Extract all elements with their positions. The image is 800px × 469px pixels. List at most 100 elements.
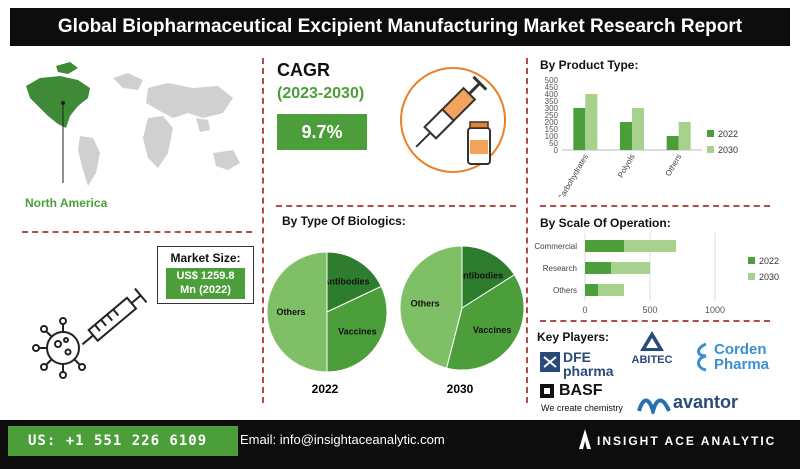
syringe-vial-icon bbox=[400, 67, 506, 173]
legend-label: 2022 bbox=[759, 256, 779, 266]
pie-2030: Antibodies Vaccines Others bbox=[399, 245, 525, 371]
basf-tagline: We create chemistry bbox=[541, 403, 623, 413]
pie-slice-antibodies bbox=[326, 251, 382, 313]
syringe-virus-icon bbox=[32, 287, 148, 379]
scale-chart: 0 500 1000 Commercial Research Others 2022 2030 bbox=[534, 233, 779, 315]
logo-basf: BASF We create chemistry bbox=[539, 383, 639, 417]
pie-slice-antibodies bbox=[461, 245, 516, 309]
legend-swatch bbox=[748, 273, 755, 280]
separator bbox=[262, 58, 264, 403]
logo-dfe-pharma: DFE pharma bbox=[539, 350, 614, 378]
legend-swatch bbox=[748, 257, 755, 264]
world-map-icon bbox=[26, 62, 240, 186]
avantor-logo-text: avantor bbox=[673, 392, 739, 412]
bar-others-2022 bbox=[666, 136, 679, 150]
y-tick-label: 0 bbox=[554, 146, 559, 155]
market-size-title: Market Size: bbox=[170, 251, 241, 265]
legend-swatch bbox=[707, 146, 714, 153]
pie-slice-others bbox=[399, 245, 463, 369]
cagr-period: (2023-2030) bbox=[277, 85, 365, 102]
pie-label: Vaccines bbox=[338, 326, 377, 336]
y-tick-label: Research bbox=[543, 264, 577, 273]
basf-logo-text: BASF bbox=[559, 382, 603, 399]
corden-logo-icon bbox=[697, 342, 707, 372]
x-tick-label: 0 bbox=[582, 305, 587, 315]
y-tick-label: 350 bbox=[545, 97, 559, 106]
abitec-logo-icon bbox=[640, 331, 664, 351]
bar-polyols-2022 bbox=[620, 122, 632, 150]
brand-name: INSIGHT ACE ANALYTIC bbox=[597, 434, 777, 448]
separator bbox=[526, 58, 528, 403]
market-size-value: US$ 1259.8 Mn (2022) bbox=[166, 268, 245, 299]
pie-slice-others bbox=[266, 251, 328, 373]
separator bbox=[276, 205, 516, 207]
market-size-value-line1: US$ 1259.8 bbox=[176, 270, 235, 282]
pie-2030-year: 2030 bbox=[447, 382, 474, 396]
market-size-value-line2: Mn (2022) bbox=[180, 284, 231, 296]
phone-contact[interactable]: US: +1 551 226 6109 bbox=[8, 426, 238, 456]
bar-commercial-2022 bbox=[585, 240, 624, 252]
pie-2022-year: 2022 bbox=[312, 382, 339, 396]
avantor-logo-icon bbox=[637, 398, 671, 414]
legend-label: 2030 bbox=[718, 145, 738, 155]
email-contact[interactable]: Email: info@insightaceanalytic.com bbox=[240, 432, 445, 447]
y-tick-label: 50 bbox=[549, 139, 558, 148]
logo-avantor: avantor bbox=[637, 392, 777, 418]
region-label: North America bbox=[25, 196, 108, 210]
cagr-title: CAGR bbox=[277, 60, 330, 80]
bar-others-2022 bbox=[585, 284, 598, 296]
cagr-value: 9.7% bbox=[277, 114, 367, 150]
y-tick-label: 200 bbox=[545, 118, 559, 127]
biologics-pies: Antibodies Vaccines Others Antibodies Vacci… bbox=[266, 245, 525, 396]
bar-others-2030 bbox=[678, 122, 691, 150]
product-type-title: By Product Type: bbox=[540, 58, 639, 72]
bar-carbohydrates-2022 bbox=[573, 108, 586, 150]
bar-carbohydrates-2030 bbox=[585, 94, 598, 150]
bar-others-2030 bbox=[598, 284, 624, 296]
bar-polyols-2030 bbox=[632, 108, 644, 150]
legend-label: 2022 bbox=[718, 129, 738, 139]
y-tick-label: 250 bbox=[545, 111, 559, 120]
bar-research-2030 bbox=[611, 262, 650, 274]
x-tick-label: Carbohydrates bbox=[556, 153, 590, 198]
separator bbox=[22, 231, 252, 233]
y-tick-label: 150 bbox=[545, 125, 559, 134]
y-tick-label: Commercial bbox=[534, 242, 577, 251]
pie-label: Antibodies bbox=[457, 270, 504, 280]
x-tick-label: 1000 bbox=[705, 305, 725, 315]
pie-label: Vaccines bbox=[473, 325, 512, 335]
logo-corden-pharma: Corden Pharma bbox=[692, 340, 792, 374]
x-tick-label: Others bbox=[664, 153, 684, 178]
legend-swatch bbox=[707, 130, 714, 137]
bar-commercial-2030 bbox=[624, 240, 676, 252]
separator bbox=[540, 205, 770, 207]
pie-label: Others bbox=[411, 298, 440, 308]
insight-ace-logo-icon bbox=[579, 429, 591, 449]
dfe-logo-icon bbox=[540, 352, 560, 372]
market-size-card: Market Size: US$ 1259.8 Mn (2022) bbox=[157, 246, 254, 304]
pie-label: Others bbox=[276, 307, 305, 317]
biologics-title: By Type Of Biologics: bbox=[282, 214, 406, 228]
x-tick-label: Polyols bbox=[616, 153, 637, 180]
pie-slice-vaccines bbox=[445, 274, 525, 371]
pie-2022: Antibodies Vaccines Others bbox=[266, 251, 388, 373]
corden-logo-text: Corden Pharma bbox=[714, 341, 770, 373]
logo-abitec: ABITEC bbox=[622, 330, 682, 370]
y-tick-label: 300 bbox=[545, 104, 559, 113]
dfe-logo-text: DFE pharma bbox=[563, 349, 614, 379]
basf-logo-icon bbox=[540, 384, 554, 398]
key-players-title: Key Players: bbox=[537, 330, 610, 344]
scale-title: By Scale Of Operation: bbox=[540, 216, 671, 230]
y-tick-label: Others bbox=[553, 286, 577, 295]
legend-label: 2030 bbox=[759, 272, 779, 282]
y-tick-label: 400 bbox=[545, 90, 559, 99]
pie-label: Antibodies bbox=[323, 277, 370, 287]
report-title: Global Biopharmaceutical Excipient Manuf… bbox=[10, 8, 790, 46]
pie-slice-vaccines bbox=[326, 285, 388, 373]
y-tick-label: 450 bbox=[545, 83, 559, 92]
y-tick-label: 500 bbox=[545, 76, 559, 85]
x-tick-label: 500 bbox=[642, 305, 657, 315]
separator bbox=[540, 320, 770, 322]
bar-research-2022 bbox=[585, 262, 611, 274]
